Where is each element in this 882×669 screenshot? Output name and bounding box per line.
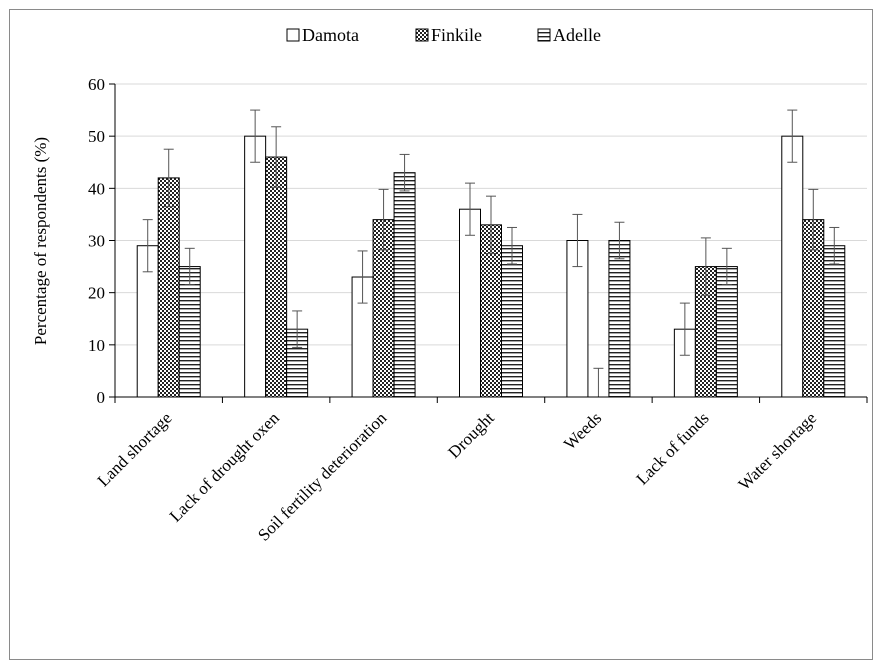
x-category-label: Weeds	[560, 408, 605, 453]
x-category-label: Land shortage	[94, 408, 176, 490]
y-axis-ticks: 0 10 20 30 40 50 60	[88, 75, 115, 407]
y-tick-label: 10	[88, 336, 105, 355]
axes	[114, 84, 868, 403]
bars	[136, 135, 846, 398]
bar-damota	[459, 208, 481, 398]
legend-label-adelle: Adelle	[553, 25, 601, 45]
legend-swatch-finkile	[415, 28, 429, 42]
legend-label-damota: Damota	[302, 25, 359, 45]
y-tick-label: 20	[88, 284, 105, 303]
y-axis-title: Percentage of respondents (%)	[31, 137, 50, 345]
bar-finkile	[157, 177, 180, 398]
error-bars	[142, 109, 840, 397]
x-category-label: Water shortage	[735, 408, 821, 494]
y-tick-label: 50	[88, 127, 105, 146]
legend-swatch-damota	[286, 28, 300, 42]
legend-swatch-adelle	[537, 28, 551, 42]
y-tick-label: 40	[88, 179, 105, 198]
bar-adelle	[823, 245, 846, 398]
bar-adelle	[178, 266, 201, 398]
bar-adelle	[608, 240, 631, 398]
bar-damota	[244, 135, 267, 398]
x-category-label: Drought	[444, 408, 498, 462]
bar-damota	[781, 135, 804, 398]
bar-adelle	[715, 266, 738, 398]
legend: Damota Finkile Adelle	[286, 25, 601, 45]
x-category-label: Lack of funds	[632, 408, 712, 488]
y-tick-label: 60	[88, 75, 105, 94]
x-category-label: Lack of drought oxen	[166, 408, 284, 526]
bar-adelle	[501, 245, 523, 398]
gridlines	[115, 83, 867, 346]
y-tick-label: 0	[97, 388, 106, 407]
bar-finkile	[265, 156, 288, 398]
legend-label-finkile: Finkile	[431, 25, 482, 45]
bar-adelle	[393, 172, 416, 398]
y-tick-label: 30	[88, 232, 105, 251]
